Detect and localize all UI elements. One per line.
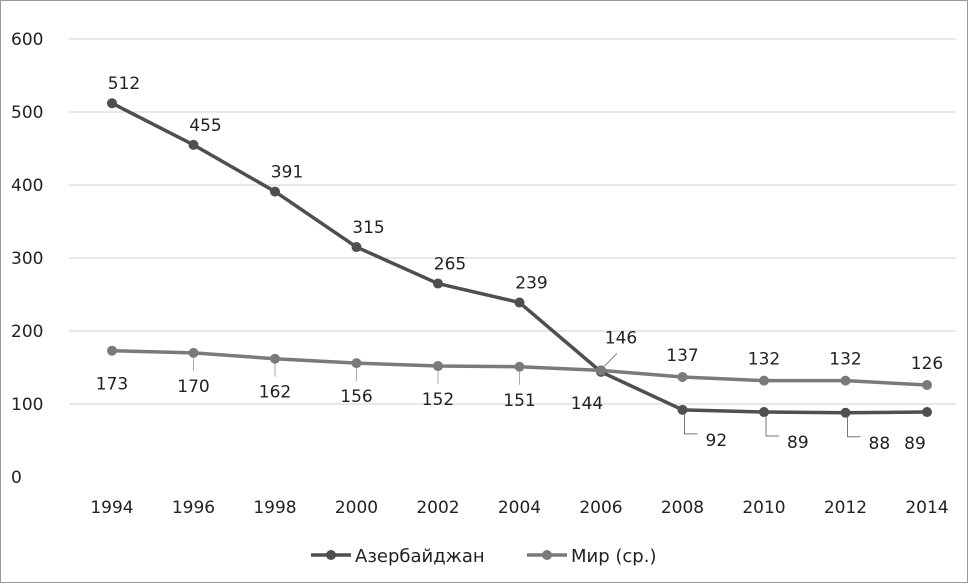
data-point bbox=[922, 407, 932, 418]
data-point bbox=[433, 361, 443, 372]
data-point bbox=[677, 404, 688, 415]
x-tick-label: 1994 bbox=[90, 498, 133, 518]
data-label: 146 bbox=[605, 328, 637, 348]
data-label: 156 bbox=[340, 387, 372, 407]
y-tick-label: 400 bbox=[11, 176, 43, 196]
data-label: 265 bbox=[434, 255, 466, 275]
data-point bbox=[270, 353, 280, 364]
x-tick-label: 2006 bbox=[579, 498, 622, 518]
data-label: 88 bbox=[869, 434, 891, 454]
data-point bbox=[922, 380, 932, 391]
data-point bbox=[677, 371, 688, 382]
gridlines bbox=[69, 38, 956, 405]
legend-entry: Азербайджан bbox=[355, 546, 485, 567]
data-label: 512 bbox=[108, 74, 140, 94]
x-tick-label: 1998 bbox=[253, 498, 296, 518]
data-point bbox=[840, 407, 851, 418]
data-label: 455 bbox=[189, 116, 221, 136]
y-tick-label: 600 bbox=[11, 30, 43, 50]
data-label: 391 bbox=[271, 163, 303, 183]
label-leader-line bbox=[847, 416, 861, 438]
data-point bbox=[433, 278, 443, 289]
data-point bbox=[759, 375, 769, 386]
data-label: 132 bbox=[829, 350, 861, 370]
x-tick-label: 2004 bbox=[498, 498, 541, 518]
data-point bbox=[188, 139, 199, 150]
data-labels: 512 455 391 315 265 239 144 92 89 88 89 173 170 162 15… bbox=[96, 74, 943, 454]
data-label: 144 bbox=[571, 394, 603, 414]
data-label: 137 bbox=[666, 346, 698, 366]
data-label: 173 bbox=[96, 375, 128, 395]
label-leader-line bbox=[765, 416, 779, 437]
x-tick-label: 2012 bbox=[824, 498, 867, 518]
data-label: 152 bbox=[422, 390, 454, 410]
data-point bbox=[188, 347, 199, 358]
data-label: 92 bbox=[706, 431, 728, 451]
x-tick-label: 2008 bbox=[661, 498, 704, 518]
data-label: 151 bbox=[503, 391, 535, 411]
y-tick-label: 500 bbox=[11, 103, 43, 123]
label-leader-line bbox=[684, 413, 698, 435]
data-point bbox=[596, 365, 606, 376]
data-label: 315 bbox=[352, 218, 384, 238]
data-point bbox=[759, 407, 769, 418]
x-tick-label: 2014 bbox=[905, 498, 948, 518]
label-leader-line bbox=[603, 353, 618, 367]
data-point bbox=[351, 358, 362, 369]
data-label: 89 bbox=[904, 434, 926, 454]
data-point bbox=[514, 361, 525, 372]
legend-entry: Мир (ср.) bbox=[571, 546, 656, 567]
legend-swatch-marker bbox=[326, 550, 336, 560]
data-point bbox=[107, 98, 117, 109]
data-point bbox=[514, 297, 525, 308]
y-tick-label: 100 bbox=[11, 395, 43, 415]
data-label: 89 bbox=[787, 433, 809, 453]
y-tick-label: 300 bbox=[11, 249, 43, 269]
x-tick-label: 2002 bbox=[416, 498, 459, 518]
data-point bbox=[840, 375, 851, 386]
data-label: 126 bbox=[911, 354, 943, 374]
x-axis-ticks: 1994 1996 1998 2000 2002 2004 2006 2008 2010 2012… bbox=[90, 498, 948, 518]
data-label: 170 bbox=[177, 377, 209, 397]
x-tick-label: 1996 bbox=[172, 498, 215, 518]
x-tick-label: 2010 bbox=[742, 498, 785, 518]
data-label: 239 bbox=[515, 274, 547, 294]
y-axis-ticks: 0 100 200 300 400 500 600 bbox=[11, 30, 43, 488]
data-point bbox=[351, 242, 362, 253]
data-label: 132 bbox=[748, 350, 780, 370]
data-point bbox=[270, 186, 280, 197]
x-tick-label: 2000 bbox=[335, 498, 378, 518]
data-label: 162 bbox=[259, 383, 291, 403]
legend: Азербайджан Мир (ср.) bbox=[311, 546, 656, 567]
y-tick-label: 200 bbox=[11, 322, 43, 342]
series-lines bbox=[107, 98, 932, 418]
data-point bbox=[107, 345, 117, 356]
legend-swatch-marker bbox=[542, 550, 552, 560]
y-tick-label: 0 bbox=[11, 468, 22, 488]
